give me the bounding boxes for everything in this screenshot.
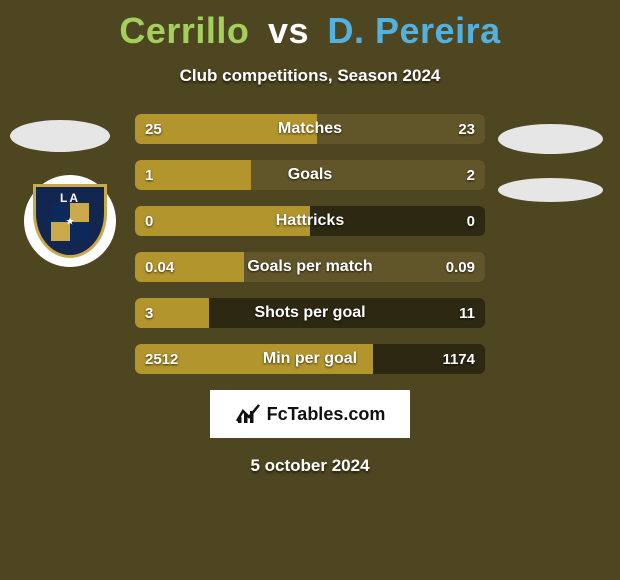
star-icon: ★ — [66, 217, 75, 228]
crest-shield: LA ★ — [33, 184, 107, 258]
stat-row: 12Goals — [135, 160, 485, 190]
stat-bars: 2523Matches 12Goals 00Hattricks 0.040.09Goa… — [135, 114, 485, 374]
title-player-right: D. Pereira — [328, 10, 501, 51]
ellipse-badge — [10, 120, 110, 152]
date-text: 5 october 2024 — [0, 456, 620, 476]
stat-label: Matches — [135, 114, 485, 144]
ellipse-badge — [498, 178, 603, 202]
subtitle: Club competitions, Season 2024 — [0, 66, 620, 86]
stat-row: 311Shots per goal — [135, 298, 485, 328]
stat-label: Goals — [135, 160, 485, 190]
stat-row: 00Hattricks — [135, 206, 485, 236]
footer-logo: FcTables.com — [210, 390, 410, 438]
title-player-left: Cerrillo — [119, 10, 249, 51]
stat-row: 0.040.09Goals per match — [135, 252, 485, 282]
stat-row: 25121174Min per goal — [135, 344, 485, 374]
team-crest: LA ★ — [24, 175, 116, 267]
title-vs: vs — [268, 10, 309, 51]
stat-row: 2523Matches — [135, 114, 485, 144]
stat-label: Hattricks — [135, 206, 485, 236]
stat-label: Shots per goal — [135, 298, 485, 328]
page-title: Cerrillo vs D. Pereira — [0, 0, 620, 52]
ellipse-badge — [498, 124, 603, 154]
stat-label: Min per goal — [135, 344, 485, 374]
comparison-card: Cerrillo vs D. Pereira Club competitions… — [0, 0, 620, 580]
stat-label: Goals per match — [135, 252, 485, 282]
footer-logo-text: FcTables.com — [267, 404, 386, 425]
chart-icon — [235, 403, 261, 425]
